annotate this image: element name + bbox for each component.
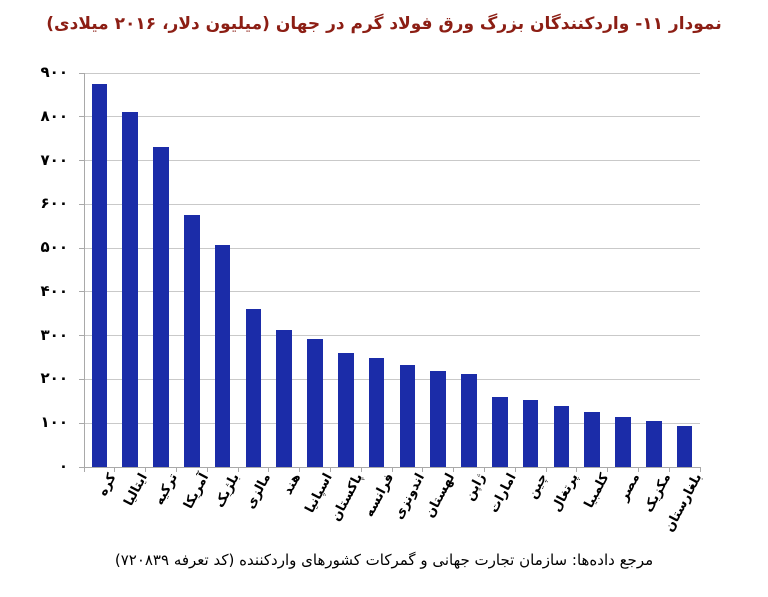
bar-امارات (492, 396, 508, 467)
bar-پرتغال (553, 405, 570, 467)
bar-کلمبیا (584, 412, 600, 467)
bar-بلژیک (214, 245, 231, 467)
x-axis-tick (237, 467, 239, 472)
bar-ایتالیا (122, 112, 138, 467)
bar-بلغارستان (676, 426, 693, 467)
bar-مکزیک (646, 420, 662, 467)
y-axis-tick-label: ۴۰۰ (40, 281, 68, 300)
x-axis-tick (514, 467, 516, 472)
y-axis-tick (79, 466, 84, 468)
x-axis-tick (299, 467, 301, 472)
x-axis-category-label: ترکیه (152, 471, 182, 508)
y-axis-tick-label: ۰ (58, 457, 68, 475)
y-axis-tick-label: ۹۰۰ (40, 63, 68, 81)
gridline (84, 422, 700, 424)
x-axis-category-label: مصر (616, 471, 644, 504)
bar-پاکستان (338, 352, 354, 467)
x-axis-tick (175, 467, 177, 472)
plot-area (79, 72, 701, 472)
bar-لهستان (430, 371, 446, 467)
y-axis-tick-label: ۲۰۰ (40, 369, 68, 388)
y-axis-tick (79, 335, 84, 337)
x-axis-tick (268, 467, 270, 472)
y-axis-tick (79, 291, 84, 293)
x-axis-category-label: اسپانیا (302, 471, 336, 516)
x-axis-category-label: کلمبیا (581, 471, 613, 511)
x-axis-category-label: لهستان (422, 471, 459, 521)
gridline (84, 72, 700, 74)
chart-title: نمودار ۱۱- واردکنندگان بزرگ ورق فولاد گر… (46, 14, 722, 34)
y-axis-tick (79, 72, 84, 74)
x-axis-category-label: بلژیک (212, 471, 243, 511)
gridline (84, 247, 700, 249)
y-axis-tick-label: ۵۰۰ (40, 238, 68, 257)
bar-آمریکا (184, 215, 200, 467)
y-axis-tick-label: ۳۰۰ (40, 325, 68, 344)
x-axis-tick (391, 467, 393, 472)
bar-اندونزی (399, 364, 416, 467)
y-axis-tick (79, 160, 84, 162)
gridline (84, 335, 700, 337)
y-axis-tick (79, 422, 84, 424)
bar-هند (276, 330, 292, 467)
x-axis-category-label: ایتالیا (120, 471, 151, 509)
y-axis-tick (79, 203, 84, 205)
bar-اسپانیا (307, 339, 323, 467)
y-axis-tick (79, 378, 84, 380)
bar-فرانسه (368, 358, 385, 467)
x-axis-category-label: پرتغال (548, 471, 582, 515)
x-axis-category-label: امارات (486, 471, 521, 516)
bar-ژاپن (461, 374, 477, 467)
gridline (84, 160, 700, 162)
x-axis-tick (668, 467, 670, 472)
x-axis-tick (360, 467, 362, 472)
bar-کره (91, 83, 108, 467)
gridline (84, 378, 700, 380)
gridline (84, 203, 700, 205)
x-axis-category-label: هند (280, 471, 305, 498)
x-axis-tick (637, 467, 639, 472)
x-axis-tick (206, 467, 208, 472)
x-axis-tick (145, 467, 147, 472)
x-axis-tick (114, 467, 116, 472)
bar-مالزی (245, 308, 262, 467)
x-axis-category-label: کره (95, 471, 120, 499)
gridline (84, 291, 700, 293)
x-axis-category-label: ژاپن (462, 471, 490, 504)
x-axis-tick (453, 467, 455, 472)
source-note: مرجع داده‌ها: سازمان تجارت جهانی و گمرکا… (114, 551, 654, 569)
y-axis-tick (79, 116, 84, 118)
x-axis-category-label: مالزی (242, 471, 274, 512)
x-axis-tick (699, 467, 701, 472)
y-axis-line (84, 73, 85, 467)
y-axis-tick-label: ۶۰۰ (40, 194, 68, 213)
y-axis-tick-label: ۷۰۰ (40, 150, 68, 169)
bar-ترکیه (153, 146, 169, 467)
x-axis-category-label: چین (525, 471, 551, 502)
x-axis-category-label: آمریکا (181, 471, 213, 512)
x-axis-category-label: مکزیک (641, 471, 675, 516)
bar-چین (522, 400, 539, 467)
x-axis-tick (422, 467, 424, 472)
y-axis-tick-label: ۱۰۰ (40, 413, 68, 432)
x-axis-tick (329, 467, 331, 472)
y-axis-tick (79, 247, 84, 249)
x-axis-tick (607, 467, 609, 472)
y-axis-tick-label: ۸۰۰ (40, 106, 68, 125)
bar-مصر (615, 417, 631, 467)
x-axis-tick (83, 467, 85, 472)
x-axis-tick (483, 467, 485, 472)
x-axis-tick (545, 467, 547, 472)
x-axis-tick (576, 467, 578, 472)
gridline (84, 116, 700, 118)
